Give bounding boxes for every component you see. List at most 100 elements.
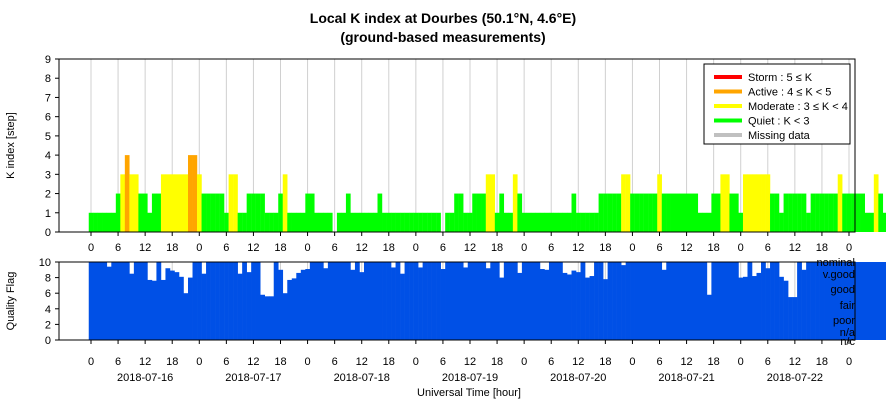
k-bar [607,193,613,232]
q-level-label: v.good [823,269,855,281]
q-bar [472,262,478,340]
q-x-tick-label: 0 [88,356,94,368]
q-bar [422,262,428,340]
k-bar [851,193,856,232]
q-bar [761,262,766,340]
k-bar [409,212,414,232]
q-bar [747,262,753,340]
k-bar [467,212,473,232]
k-bar [742,174,748,232]
q-bar [169,270,175,340]
k-bar [526,212,532,232]
k-bar [183,174,189,232]
k-x-tick-label: 12 [572,242,584,254]
k-bar [188,155,193,232]
q-bar [224,262,229,340]
q-bar [693,262,699,340]
q-x-tick-label: 0 [846,356,852,368]
k-bar [422,212,428,232]
k-x-tick-label: 6 [548,242,554,254]
q-x-tick-label: 0 [196,356,202,368]
k-bar [824,193,829,232]
legend-label: Quiet : K < 3 [748,116,809,128]
k-bar [138,193,144,232]
q-bar [129,273,135,340]
k-bar [192,155,198,232]
k-x-tick-label: 18 [274,242,286,254]
k-bar [499,193,505,232]
q-date-label: 2018-07-20 [550,372,606,384]
q-bar [765,268,771,340]
k-bar [445,212,450,232]
q-bar [120,262,126,340]
k-bar [382,212,387,232]
q-bar [427,262,432,340]
q-bar [801,269,807,340]
q-bar [106,266,112,340]
k-bar [530,212,536,232]
q-bar [278,269,284,340]
k-bar [454,193,459,232]
k-bar [228,174,234,232]
k-bar [792,193,798,232]
k-bar [206,193,211,232]
k-bar [815,193,820,232]
k-bar [197,174,202,232]
q-bar [499,277,505,340]
k-x-tick-label: 0 [738,242,744,254]
k-bar [873,174,879,232]
k-bar [354,212,360,232]
k-x-tick-label: 12 [680,242,692,254]
k-bar [327,212,333,232]
k-bar [472,193,477,232]
q-bar [774,262,780,340]
q-bar [255,262,261,340]
k-y-tick-label: 7 [45,92,51,104]
q-bar [621,265,626,340]
q-bar [454,262,460,340]
q-bar [156,262,162,340]
q-bar [494,262,500,340]
q-bar [377,262,383,340]
k-bar [345,193,351,232]
q-bar [124,262,130,340]
q-bar [819,262,825,340]
k-bar [548,212,554,232]
q-y-axis-label: Quality Flag [5,272,17,331]
q-level-label: poor [833,315,855,327]
q-date-label: 2018-07-17 [225,372,281,384]
q-date-label: 2018-07-16 [117,372,173,384]
q-bar [882,262,886,340]
k-y-tick-label: 4 [45,150,51,162]
k-bar [679,193,685,232]
q-bar [756,272,762,340]
k-bar [720,174,726,232]
q-bar [341,262,347,340]
q-bar [503,262,509,340]
k-bar [142,193,148,232]
q-x-tick-label: 18 [491,356,503,368]
k-bar [318,212,324,232]
k-bar [797,193,802,232]
q-x-tick-label: 0 [738,356,744,368]
k-x-tick-label: 18 [491,242,503,254]
q-bar [842,262,848,340]
q-bar [264,296,270,340]
k-bar [133,174,139,232]
q-bar [291,278,297,340]
k-bar [643,193,649,232]
k-bar [102,212,107,232]
k-bar [129,174,135,232]
q-bar [350,269,356,340]
q-bar [684,262,690,340]
q-x-tick-label: 0 [629,356,635,368]
k-bar [616,193,622,232]
k-bar [521,212,527,232]
k-x-tick-label: 12 [789,242,801,254]
q-bar [851,262,857,340]
k-bar [652,193,658,232]
k-bar [147,212,153,232]
k-bar [589,212,595,232]
chart-subtitle: (ground-based measurements) [340,29,546,45]
